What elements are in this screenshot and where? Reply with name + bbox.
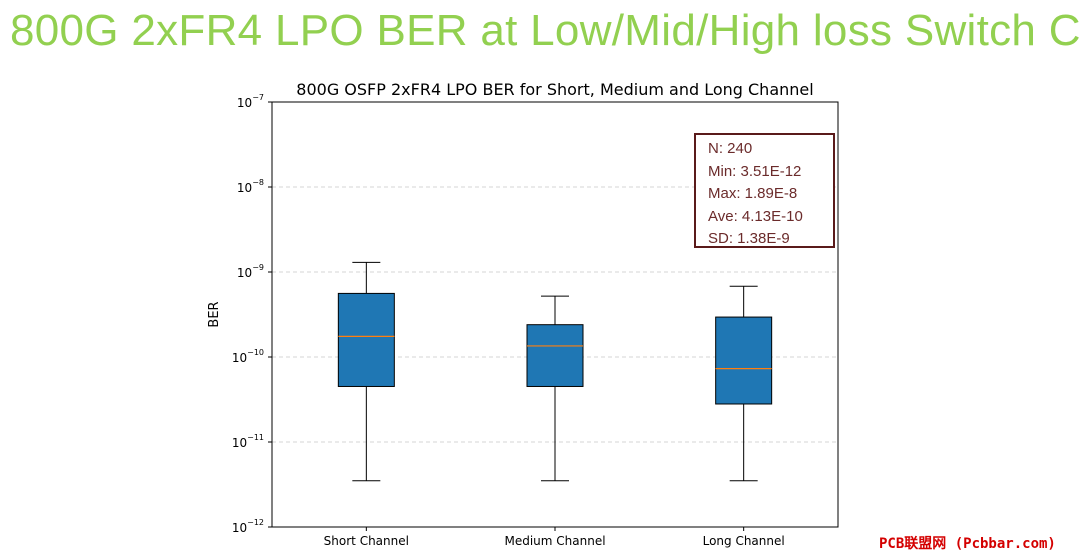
y-tick-label: 10−8: [237, 178, 264, 195]
slide-title: 800G 2xFR4 LPO BER at Low/Mid/High loss …: [10, 6, 1080, 55]
x-tick-label: Short Channel: [324, 534, 409, 548]
plot-frame: [271, 101, 839, 528]
stats-count: N: 240: [708, 140, 753, 157]
box-3: [715, 316, 773, 405]
y-tick-label: 10−10: [232, 348, 264, 365]
stats-box: N: 240 Min: 3.51E-12 Max: 1.89E-8 Ave: 4…: [694, 133, 835, 248]
stats-std-dev: SD: 1.38E-9: [708, 230, 790, 247]
stats-average: Ave: 4.13E-10: [708, 207, 803, 225]
stats-min: Min: 3.51E-12: [708, 162, 802, 180]
y-tick-label: 10−11: [232, 433, 264, 450]
y-tick-label: 10−7: [237, 93, 264, 110]
y-axis-label: BER: [207, 301, 222, 327]
box-1: [337, 292, 395, 387]
y-tick-label: 10−9: [237, 263, 264, 280]
box-2: [526, 324, 584, 387]
y-tick-label: 10−12: [232, 518, 264, 535]
chart-title: 800G OSFP 2xFR4 LPO BER for Short, Mediu…: [296, 80, 813, 99]
x-tick-label: Long Channel: [703, 534, 785, 548]
stats-max: Max: 1.89E-8: [708, 185, 798, 202]
watermark: PCB联盟网 (Pcbbar.com): [879, 536, 1056, 552]
x-tick-label: Medium Channel: [504, 534, 605, 548]
